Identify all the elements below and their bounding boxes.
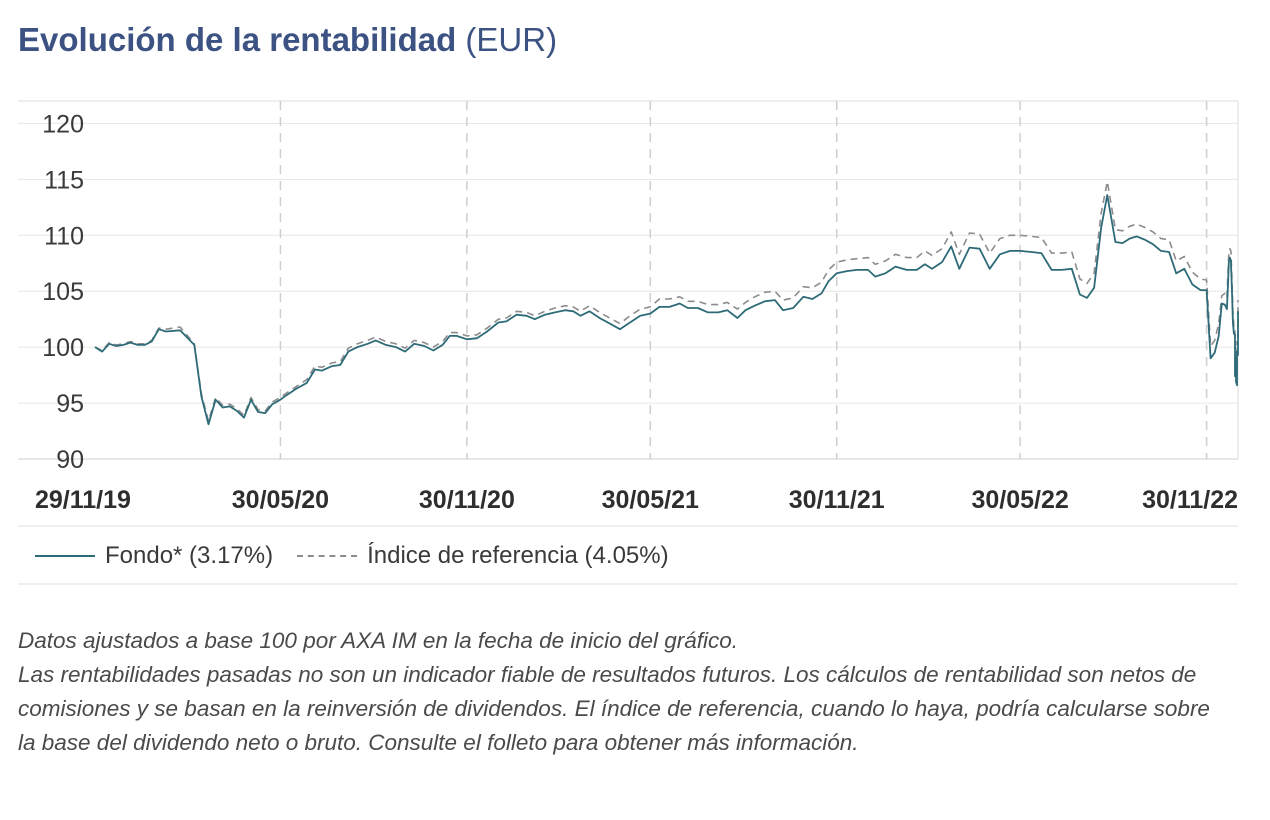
x-tick-label: 30/05/20	[232, 486, 329, 514]
y-tick-label: 105	[42, 278, 84, 306]
series-layer	[94, 180, 1239, 426]
y-tick-label: 100	[42, 334, 84, 362]
note-disclaimer: Las rentabilidades pasadas no son un ind…	[18, 662, 1210, 755]
legend-item-benchmark: Índice de referencia (4.05%)	[297, 542, 669, 570]
y-axis-labels: 90 95 100 105 110 115 120	[42, 110, 84, 474]
x-tick-label: 30/11/22	[1142, 486, 1238, 514]
chart-title-main: Evolución de la rentabilidad	[18, 21, 457, 58]
x-tick-label: 30/05/22	[971, 486, 1068, 514]
y-tick-label: 95	[56, 390, 84, 418]
x-tick-label: 30/05/21	[602, 486, 699, 514]
legend-label-fund: Fondo* (3.17%)	[105, 542, 274, 569]
series-line-benchmark	[94, 180, 1239, 422]
x-tick-label: 30/11/20	[419, 486, 515, 514]
x-tick-label: 30/11/21	[789, 486, 885, 514]
y-tick-label: 110	[44, 222, 84, 250]
legend-label-benchmark: Índice de referencia (4.05%)	[367, 542, 669, 569]
y-tick-label: 115	[44, 166, 84, 194]
note-base-100: Datos ajustados a base 100 por AXA IM en…	[18, 628, 739, 653]
x-axis-labels: 29/11/19 30/05/20 30/11/20 30/05/21 30/11/21…	[35, 486, 1238, 514]
horizontal-grid	[18, 122, 1238, 460]
legend-swatch-fund	[35, 555, 95, 557]
chart-legend: Fondo* (3.17%) Índice de referencia (4.0…	[35, 532, 693, 580]
disclaimer-notes: Datos ajustados a base 100 por AXA IM en…	[18, 624, 1233, 760]
performance-chart: 90 95 100 105 110 115 120 29/11/19 30/05/20 30/1…	[18, 100, 1239, 585]
chart-title: Evolución de la rentabilidad (EUR)	[18, 18, 557, 62]
x-tick-label: 29/11/19	[35, 486, 131, 514]
series-line-fund	[94, 194, 1239, 426]
vertical-grid	[279, 101, 1208, 459]
legend-item-fund: Fondo* (3.17%)	[35, 542, 273, 570]
legend-swatch-benchmark	[297, 555, 358, 557]
y-tick-label: 120	[42, 110, 84, 138]
chart-title-unit: (EUR)	[465, 21, 558, 58]
y-tick-label: 90	[56, 446, 84, 474]
